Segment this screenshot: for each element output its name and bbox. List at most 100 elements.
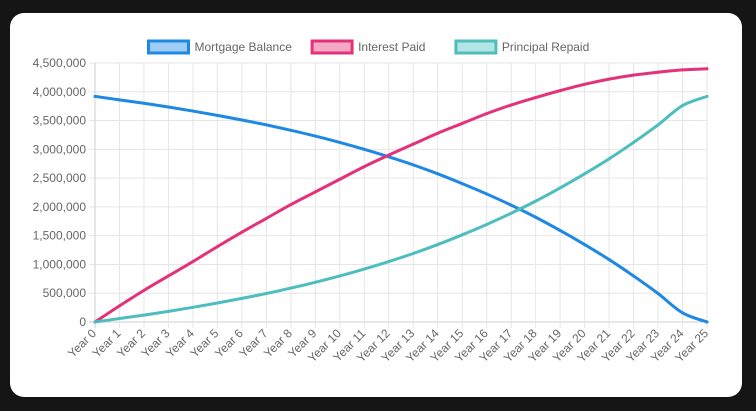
mortgage-balance-point <box>509 203 513 207</box>
interest-paid-point <box>166 274 170 278</box>
interest-paid-point <box>485 112 489 116</box>
mortgage-balance-point <box>534 215 538 219</box>
mortgage-balance-point <box>338 140 342 144</box>
y-tick-label: 500,000 <box>43 286 87 300</box>
legend-label: Principal Repaid <box>502 40 589 54</box>
interest-paid-point <box>607 77 611 81</box>
principal-repaid-point <box>632 140 636 144</box>
interest-paid-point <box>583 82 587 86</box>
principal-repaid-point <box>387 260 391 264</box>
principal-repaid-point <box>117 317 121 321</box>
principal-repaid-point <box>338 274 342 278</box>
legend-item-mortgage-balance[interactable]: Mortgage Balance <box>147 39 293 55</box>
legend-swatch <box>147 39 190 55</box>
mortgage-balance-point <box>485 192 489 196</box>
interest-paid-point <box>534 96 538 100</box>
mortgage-balance-point <box>607 258 611 262</box>
y-tick-label: 0 <box>79 315 86 329</box>
mortgage-balance-point <box>93 94 97 98</box>
mortgage-balance-point <box>264 123 268 127</box>
legend-swatch <box>454 39 498 55</box>
mortgage-balance-point <box>166 105 170 109</box>
legend-label: Interest Paid <box>358 40 425 54</box>
mortgage-balance-line <box>93 94 709 324</box>
interest-paid-point <box>215 245 219 249</box>
interest-paid-point <box>362 165 366 169</box>
principal-repaid-point <box>142 313 146 317</box>
interest-paid-point <box>460 121 464 125</box>
principal-repaid-point <box>240 296 244 300</box>
principal-repaid-point <box>191 305 195 309</box>
legend-item-interest-paid[interactable]: Interest Paid <box>310 39 425 55</box>
mortgage-balance-point <box>313 134 317 138</box>
interest-paid-point <box>705 67 709 71</box>
mortgage-balance-point <box>142 101 146 105</box>
mortgage-balance-point <box>362 147 366 151</box>
interest-paid-point <box>632 73 636 77</box>
interest-paid-point <box>117 304 121 308</box>
interest-paid-point <box>264 216 268 220</box>
principal-repaid-point <box>460 233 464 237</box>
interest-paid-point <box>558 89 562 93</box>
legend-label: Mortgage Balance <box>195 40 293 54</box>
legend-swatch <box>310 39 354 55</box>
interest-paid-point <box>387 153 391 157</box>
mortgage-balance-point <box>460 182 464 186</box>
interest-paid-point <box>411 142 415 146</box>
mortgage-balance-point <box>411 163 415 167</box>
principal-repaid-point <box>534 199 538 203</box>
interest-paid-point <box>338 177 342 181</box>
y-axis: 0 500,000 1,000,000 1,500,000 2,000,000 2,500… <box>33 56 87 329</box>
y-tick-label: 3,500,000 <box>33 114 87 128</box>
principal-repaid-point <box>289 286 293 290</box>
y-tick-label: 1,500,000 <box>33 229 87 243</box>
y-tick-label: 4,500,000 <box>33 56 87 70</box>
y-tick-label: 4,000,000 <box>33 85 87 99</box>
principal-repaid-point <box>313 280 317 284</box>
principal-repaid-point <box>705 94 709 98</box>
mortgage-balance-point <box>240 118 244 122</box>
principal-repaid-point <box>264 292 268 296</box>
interest-paid-point <box>509 103 513 107</box>
y-tick-label: 2,500,000 <box>33 171 87 185</box>
mortgage-balance-point <box>558 228 562 232</box>
mortgage-balance-point <box>289 128 293 132</box>
mortgage-balance-point <box>191 109 195 113</box>
y-tick-label: 3,000,000 <box>33 142 87 156</box>
interest-paid-point <box>436 131 440 135</box>
mortgage-balance-point <box>681 311 685 315</box>
chart-legend: Mortgage Balance Interest Paid Principal R… <box>147 39 589 55</box>
mortgage-balance-point <box>215 113 219 117</box>
interest-paid-point <box>191 260 195 264</box>
interest-paid-point <box>142 288 146 292</box>
interest-paid-point <box>289 203 293 207</box>
principal-repaid-line <box>93 94 709 324</box>
mortgage-balance-point <box>632 274 636 278</box>
interest-paid-point <box>681 68 685 72</box>
mortgage-balance-point <box>656 292 660 296</box>
principal-repaid-point <box>558 186 562 190</box>
y-tick-label: 2,000,000 <box>33 200 87 214</box>
principal-repaid-point <box>93 320 97 324</box>
principal-repaid-point <box>681 104 685 108</box>
interest-paid-point <box>656 70 660 74</box>
principal-repaid-point <box>485 222 489 226</box>
chart-lines <box>93 67 709 324</box>
interest-paid-line <box>93 67 709 324</box>
mortgage-balance-point <box>117 98 121 102</box>
mortgage-balance-point <box>705 320 709 324</box>
principal-repaid-point <box>362 267 366 271</box>
principal-repaid-point <box>509 211 513 215</box>
interest-paid-point <box>240 230 244 234</box>
principal-repaid-point <box>166 309 170 313</box>
principal-repaid-point <box>215 301 219 305</box>
y-tick-label: 1,000,000 <box>33 257 87 271</box>
mortgage-balance-point <box>583 243 587 247</box>
principal-repaid-point <box>656 123 660 127</box>
mortgage-balance-point <box>436 172 440 176</box>
principal-repaid-point <box>583 172 587 176</box>
legend-item-principal-repaid[interactable]: Principal Repaid <box>454 39 589 55</box>
principal-repaid-point <box>411 252 415 256</box>
